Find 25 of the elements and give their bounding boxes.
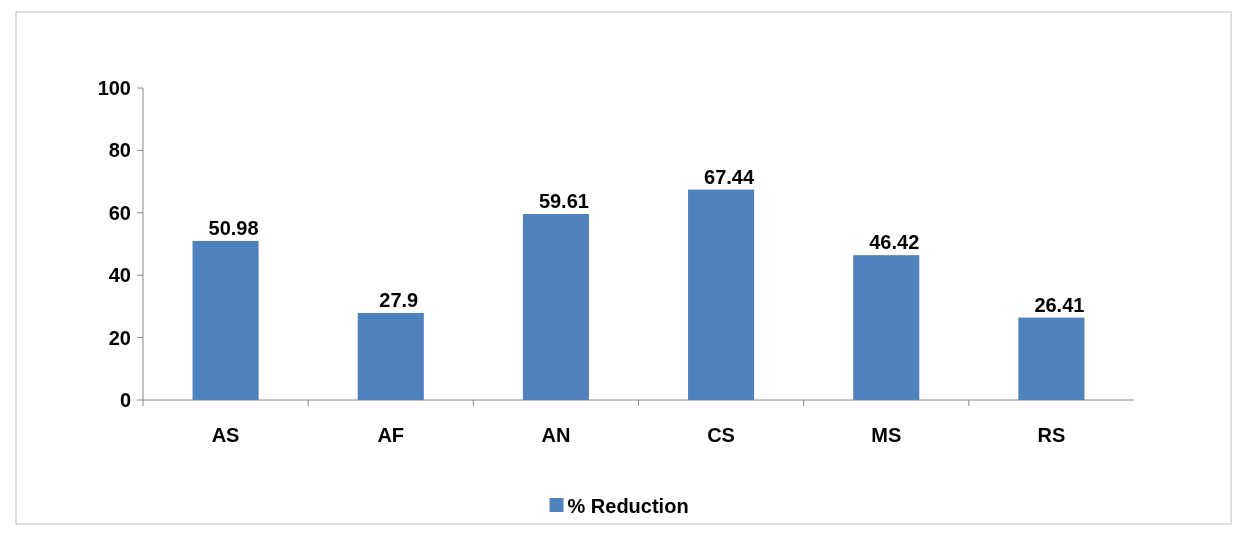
y-tick-label: 0 [119,389,131,411]
x-tick-label: CS [707,424,735,446]
bar [853,255,920,400]
bar [192,240,259,400]
y-tick-label: 100 [97,77,131,99]
data-label: 26.41 [1034,293,1085,316]
bar [1018,317,1085,400]
data-label: 50.98 [208,216,259,239]
bar [522,214,589,400]
x-tick-label: MS [871,424,902,446]
bar [357,312,424,400]
data-label: 59.61 [538,190,589,213]
x-tick-label: AN [541,424,571,446]
data-label: 67.44 [704,165,755,188]
bar [688,189,755,400]
y-tick-label: 40 [108,264,131,287]
y-tick-label: 60 [108,201,131,224]
x-tick-label: AS [211,424,240,446]
legend-label: % Reduction [567,495,689,517]
x-tick-label: AF [377,424,405,446]
data-label: 27.9 [379,288,419,311]
y-tick-label: 80 [108,139,131,162]
data-label: 46.42 [869,231,920,254]
x-tick-label: RS [1037,424,1066,446]
y-tick-label: 20 [108,326,131,349]
